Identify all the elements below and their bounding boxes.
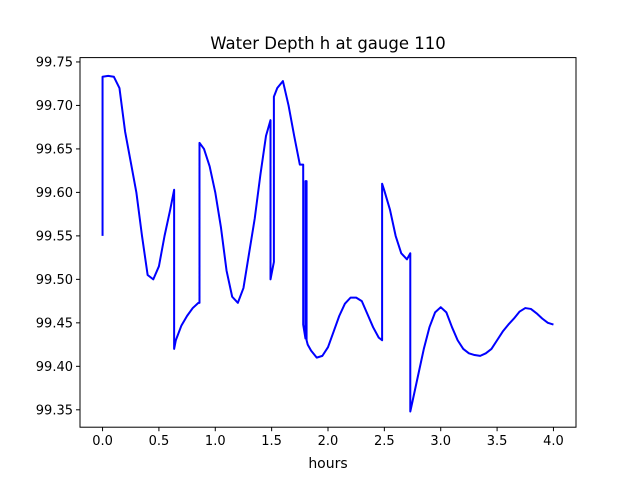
y-tick-label: 99.60: [36, 186, 73, 201]
plot-frame: [79, 57, 577, 428]
y-tick-label: 99.55: [36, 229, 73, 244]
x-tick-label: 0.0: [92, 434, 113, 449]
x-axis-label: hours: [308, 456, 347, 472]
x-tick-label: 3.0: [430, 434, 451, 449]
chart-title: Water Depth h at gauge 110: [210, 34, 445, 53]
x-tick-label: 2.0: [318, 434, 339, 449]
y-tick-label: 99.45: [36, 316, 73, 331]
x-tick-label: 3.5: [487, 434, 508, 449]
series-line: [101, 74, 554, 413]
y-tick-label: 99.70: [36, 99, 73, 114]
x-tick-label: 1.5: [261, 434, 282, 449]
y-tick-label: 99.65: [36, 142, 73, 157]
y-tick-label: 99.35: [36, 403, 73, 418]
x-tick-label: 1.0: [205, 434, 226, 449]
y-tick-label: 99.50: [36, 273, 73, 288]
y-tick-label: 99.40: [36, 360, 73, 375]
x-tick-label: 2.5: [374, 434, 395, 449]
y-tick-label: 99.75: [36, 55, 73, 70]
x-tick-label: 0.5: [149, 434, 170, 449]
ticks-layer: 0.0 0.5 1.0 1.5 2.0 2.5 3.0 3.5 4.0 99.35 99.40 99.…: [36, 55, 564, 449]
x-tick-label: 4.0: [543, 434, 564, 449]
